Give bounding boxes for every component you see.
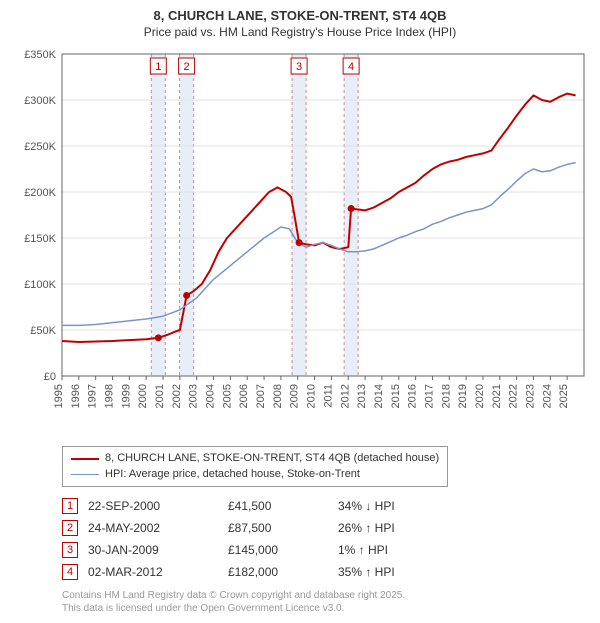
table-row: 3 30-JAN-2009£145,0001% ↑ HPI <box>62 539 405 561</box>
svg-text:2016: 2016 <box>407 384 419 408</box>
svg-text:2003: 2003 <box>188 384 200 408</box>
svg-text:2006: 2006 <box>238 384 250 408</box>
svg-text:2010: 2010 <box>306 384 318 408</box>
svg-text:£100K: £100K <box>24 279 56 291</box>
footnote-line-2: This data is licensed under the Open Gov… <box>62 602 588 615</box>
sale-marker: 1 <box>62 498 78 514</box>
svg-text:£0: £0 <box>44 371 56 383</box>
svg-text:2023: 2023 <box>524 384 536 408</box>
sale-delta: 34% ↓ HPI <box>338 495 405 517</box>
footnote: Contains HM Land Registry data © Crown c… <box>62 589 588 615</box>
svg-text:2015: 2015 <box>390 384 402 408</box>
svg-text:2000: 2000 <box>137 384 149 408</box>
sale-marker: 3 <box>62 542 78 558</box>
sales-table: 1 22-SEP-2000£41,50034% ↓ HPI 2 24-MAY-2002… <box>62 495 405 583</box>
sale-delta: 35% ↑ HPI <box>338 561 405 583</box>
chart-title: 8, CHURCH LANE, STOKE-ON-TRENT, ST4 4QB <box>12 8 588 25</box>
legend-swatch <box>71 458 99 460</box>
svg-text:2011: 2011 <box>322 384 334 408</box>
svg-text:£200K: £200K <box>24 187 56 199</box>
svg-text:2024: 2024 <box>541 384 553 408</box>
svg-text:2014: 2014 <box>373 384 385 408</box>
svg-text:1999: 1999 <box>120 384 132 408</box>
line-chart: £0 £50K £100K £150K £200K £250K £300K £350K 1995… <box>12 46 588 436</box>
svg-text:4: 4 <box>348 61 354 73</box>
footnote-line-1: Contains HM Land Registry data © Crown c… <box>62 589 588 602</box>
sale-delta: 26% ↑ HPI <box>338 517 405 539</box>
svg-text:2002: 2002 <box>171 384 183 408</box>
svg-text:3: 3 <box>296 61 302 73</box>
sale-price: £41,500 <box>228 495 338 517</box>
legend: 8, CHURCH LANE, STOKE-ON-TRENT, ST4 4QB … <box>62 446 448 487</box>
sale-date: 22-SEP-2000 <box>88 495 228 517</box>
svg-text:2020: 2020 <box>474 384 486 408</box>
svg-text:£250K: £250K <box>24 141 56 153</box>
svg-text:2022: 2022 <box>508 384 520 408</box>
svg-text:£150K: £150K <box>24 233 56 245</box>
svg-text:2: 2 <box>184 61 190 73</box>
svg-text:2018: 2018 <box>440 384 452 408</box>
legend-label: HPI: Average price, detached house, Stok… <box>105 467 360 482</box>
sale-delta: 1% ↑ HPI <box>338 539 405 561</box>
legend-label: 8, CHURCH LANE, STOKE-ON-TRENT, ST4 4QB … <box>105 451 439 466</box>
svg-text:£300K: £300K <box>24 95 56 107</box>
svg-text:1997: 1997 <box>87 384 99 408</box>
svg-text:£350K: £350K <box>24 49 56 61</box>
svg-text:1996: 1996 <box>70 384 82 408</box>
svg-text:2005: 2005 <box>221 384 233 408</box>
legend-swatch <box>71 474 99 475</box>
svg-text:2001: 2001 <box>154 384 166 408</box>
sale-price: £145,000 <box>228 539 338 561</box>
sale-marker: 2 <box>62 520 78 536</box>
sale-date: 02-MAR-2012 <box>88 561 228 583</box>
table-row: 4 02-MAR-2012£182,00035% ↑ HPI <box>62 561 405 583</box>
sale-date: 24-MAY-2002 <box>88 517 228 539</box>
legend-item: 8, CHURCH LANE, STOKE-ON-TRENT, ST4 4QB … <box>71 451 439 466</box>
svg-text:2013: 2013 <box>356 384 368 408</box>
svg-text:1995: 1995 <box>53 384 65 408</box>
chart-area: £0 £50K £100K £150K £200K £250K £300K £350K 1995… <box>12 46 588 436</box>
legend-item: HPI: Average price, detached house, Stok… <box>71 467 439 482</box>
svg-text:£50K: £50K <box>30 325 56 337</box>
svg-text:2004: 2004 <box>205 384 217 408</box>
title-block: 8, CHURCH LANE, STOKE-ON-TRENT, ST4 4QB … <box>12 8 588 40</box>
svg-text:1998: 1998 <box>104 384 116 408</box>
svg-text:2009: 2009 <box>289 384 301 408</box>
chart-subtitle: Price paid vs. HM Land Registry's House … <box>12 25 588 41</box>
sale-price: £87,500 <box>228 517 338 539</box>
sale-marker: 4 <box>62 564 78 580</box>
svg-text:2008: 2008 <box>272 384 284 408</box>
svg-text:2025: 2025 <box>558 384 570 408</box>
sale-date: 30-JAN-2009 <box>88 539 228 561</box>
table-row: 2 24-MAY-2002£87,50026% ↑ HPI <box>62 517 405 539</box>
svg-text:2012: 2012 <box>339 384 351 408</box>
svg-text:2007: 2007 <box>255 384 267 408</box>
svg-text:2021: 2021 <box>491 384 503 408</box>
table-row: 1 22-SEP-2000£41,50034% ↓ HPI <box>62 495 405 517</box>
svg-text:2019: 2019 <box>457 384 469 408</box>
sale-price: £182,000 <box>228 561 338 583</box>
svg-text:1: 1 <box>155 61 161 73</box>
svg-text:2017: 2017 <box>423 384 435 408</box>
